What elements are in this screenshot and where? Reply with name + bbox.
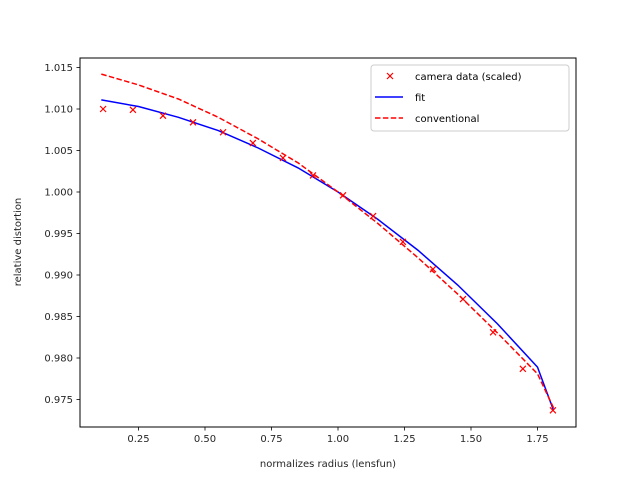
- legend-label-camera-data: camera data (scaled): [415, 72, 522, 83]
- y-tick-label: 0.980: [44, 354, 73, 365]
- y-axis: 0.975 0.980 0.985 0.990 0.995 1.000 1.005 1.010…: [44, 63, 80, 406]
- y-tick-label: 1.010: [44, 105, 73, 116]
- series-camera-data: [99, 105, 557, 414]
- y-axis-label: relative distortion: [13, 198, 24, 287]
- legend-box: [370, 64, 570, 132]
- y-tick-label: 0.995: [44, 229, 73, 240]
- legend-label-conventional: conventional: [415, 114, 479, 125]
- y-tick-label: 1.000: [44, 188, 73, 199]
- y-tick-label: 0.985: [44, 312, 73, 323]
- x-axis-label: normalizes radius (lensfun): [260, 459, 396, 470]
- y-tick-label: 1.005: [44, 146, 73, 157]
- x-tick-label: 1.00: [327, 434, 349, 445]
- y-tick-label: 0.990: [44, 271, 73, 282]
- legend-label-fit: fit: [415, 93, 425, 104]
- plot-area: [99, 73, 557, 414]
- legend: camera data (scaled) fit conventional: [370, 64, 570, 132]
- x-tick-label: 0.75: [260, 434, 282, 445]
- x-axis: 0.25 0.50 0.75 1.00 1.25 1.50 1.75: [127, 427, 549, 445]
- x-tick-label: 1.50: [460, 434, 482, 445]
- x-tick-label: 0.25: [127, 434, 149, 445]
- series-fit: [101, 99, 555, 411]
- axes-frame: [79, 57, 577, 428]
- series-conventional: [101, 73, 555, 409]
- x-tick-label: 1.25: [393, 434, 415, 445]
- x-tick-label: 0.50: [194, 434, 216, 445]
- x-tick-label: 1.75: [526, 434, 548, 445]
- y-tick-label: 1.015: [44, 63, 73, 74]
- legend-marker-x-icon: [386, 72, 394, 80]
- y-tick-label: 0.975: [44, 395, 73, 406]
